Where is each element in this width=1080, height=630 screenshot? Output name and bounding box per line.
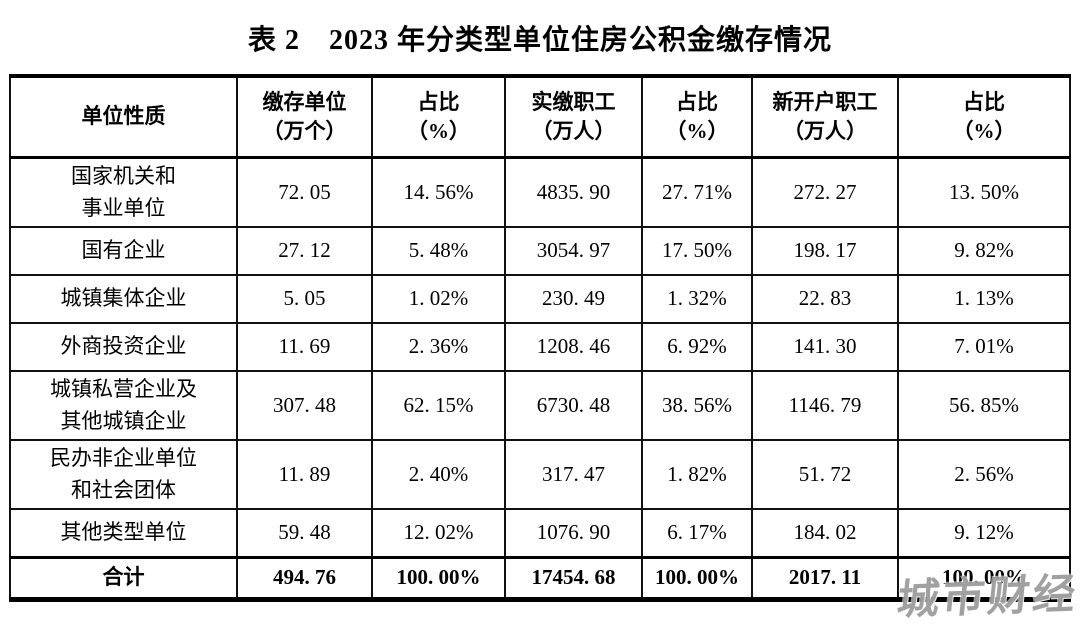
total-row: 合计 494. 76 100. 00% 17454. 68 100. 00% 2… <box>9 555 1071 600</box>
cell-paying-employees: 6730. 48 <box>504 370 643 441</box>
cell-share-3: 1. 13% <box>897 274 1071 324</box>
table-row: 国有企业 27. 12 5. 48% 3054. 97 17. 50% 198.… <box>9 226 1071 276</box>
cell-share-1: 62. 15% <box>371 370 506 441</box>
cell-total-share-1: 100. 00% <box>371 555 506 600</box>
cell-new-account-employees: 1146. 79 <box>751 370 899 441</box>
cell-new-account-employees: 198. 17 <box>751 226 899 276</box>
col-header-new-account-employees: 新开户职工 （万人） <box>751 75 899 159</box>
cell-total-paying-employees: 17454. 68 <box>504 555 643 600</box>
cell-unit-type: 国家机关和 事业单位 <box>9 156 238 228</box>
cell-total-label: 合计 <box>9 555 238 600</box>
cell-deposit-units: 27. 12 <box>236 226 373 276</box>
cell-total-deposit-units: 494. 76 <box>236 555 373 600</box>
cell-share-2: 1. 82% <box>641 439 753 510</box>
cell-new-account-employees: 22. 83 <box>751 274 899 324</box>
cell-total-share-3: 100. 00% <box>897 555 1071 600</box>
cell-deposit-units: 59. 48 <box>236 508 373 558</box>
cell-paying-employees: 317. 47 <box>504 439 643 510</box>
cell-share-2: 17. 50% <box>641 226 753 276</box>
cell-share-2: 6. 17% <box>641 508 753 558</box>
cell-share-1: 12. 02% <box>371 508 506 558</box>
provident-fund-table: 单位性质 缴存单位 （万个） 占比 （%） 实缴职工 （万人） 占比 （%） 新… <box>9 74 1071 602</box>
col-header-deposit-units: 缴存单位 （万个） <box>236 75 373 159</box>
cell-share-2: 6. 92% <box>641 322 753 372</box>
cell-unit-type: 城镇集体企业 <box>9 274 238 324</box>
cell-new-account-employees: 51. 72 <box>751 439 899 510</box>
table-row: 外商投资企业 11. 69 2. 36% 1208. 46 6. 92% 141… <box>9 322 1071 372</box>
cell-deposit-units: 11. 89 <box>236 439 373 510</box>
cell-share-1: 2. 36% <box>371 322 506 372</box>
col-header-unit-type: 单位性质 <box>9 75 238 159</box>
cell-unit-type: 国有企业 <box>9 226 238 276</box>
cell-unit-type: 外商投资企业 <box>9 322 238 372</box>
cell-share-1: 1. 02% <box>371 274 506 324</box>
cell-paying-employees: 1076. 90 <box>504 508 643 558</box>
table-row: 城镇私营企业及 其他城镇企业 307. 48 62. 15% 6730. 48 … <box>9 370 1071 441</box>
cell-paying-employees: 230. 49 <box>504 274 643 324</box>
cell-total-new-account-employees: 2017. 11 <box>751 555 899 600</box>
cell-deposit-units: 307. 48 <box>236 370 373 441</box>
cell-deposit-units: 5. 05 <box>236 274 373 324</box>
cell-share-2: 38. 56% <box>641 370 753 441</box>
cell-share-2: 1. 32% <box>641 274 753 324</box>
cell-deposit-units: 11. 69 <box>236 322 373 372</box>
col-header-paying-employees: 实缴职工 （万人） <box>504 75 643 159</box>
cell-unit-type: 其他类型单位 <box>9 508 238 558</box>
cell-new-account-employees: 141. 30 <box>751 322 899 372</box>
col-header-share-2: 占比 （%） <box>641 75 753 159</box>
header-row: 单位性质 缴存单位 （万个） 占比 （%） 实缴职工 （万人） 占比 （%） 新… <box>9 75 1071 159</box>
table-row: 城镇集体企业 5. 05 1. 02% 230. 49 1. 32% 22. 8… <box>9 274 1071 324</box>
cell-share-3: 13. 50% <box>897 156 1071 228</box>
cell-share-3: 9. 12% <box>897 508 1071 558</box>
col-header-share-1: 占比 （%） <box>371 75 506 159</box>
table-row: 其他类型单位 59. 48 12. 02% 1076. 90 6. 17% 18… <box>9 508 1071 558</box>
table-title: 表 2 2023 年分类型单位住房公积金缴存情况 <box>247 25 832 56</box>
cell-share-1: 5. 48% <box>371 226 506 276</box>
cell-share-3: 2. 56% <box>897 439 1071 510</box>
cell-deposit-units: 72. 05 <box>236 156 373 228</box>
col-header-share-3: 占比 （%） <box>897 75 1071 159</box>
cell-unit-type: 城镇私营企业及 其他城镇企业 <box>9 370 238 441</box>
cell-share-1: 14. 56% <box>371 156 506 228</box>
cell-share-3: 56. 85% <box>897 370 1071 441</box>
cell-paying-employees: 4835. 90 <box>504 156 643 228</box>
cell-paying-employees: 3054. 97 <box>504 226 643 276</box>
cell-unit-type: 民办非企业单位 和社会团体 <box>9 439 238 510</box>
cell-new-account-employees: 272. 27 <box>751 156 899 228</box>
cell-share-1: 2. 40% <box>371 439 506 510</box>
cell-share-3: 9. 82% <box>897 226 1071 276</box>
cell-share-2: 27. 71% <box>641 156 753 228</box>
table-row: 国家机关和 事业单位 72. 05 14. 56% 4835. 90 27. 7… <box>9 156 1071 228</box>
cell-paying-employees: 1208. 46 <box>504 322 643 372</box>
cell-share-3: 7. 01% <box>897 322 1071 372</box>
cell-total-share-2: 100. 00% <box>641 555 753 600</box>
cell-new-account-employees: 184. 02 <box>751 508 899 558</box>
table-row: 民办非企业单位 和社会团体 11. 89 2. 40% 317. 47 1. 8… <box>9 439 1071 510</box>
